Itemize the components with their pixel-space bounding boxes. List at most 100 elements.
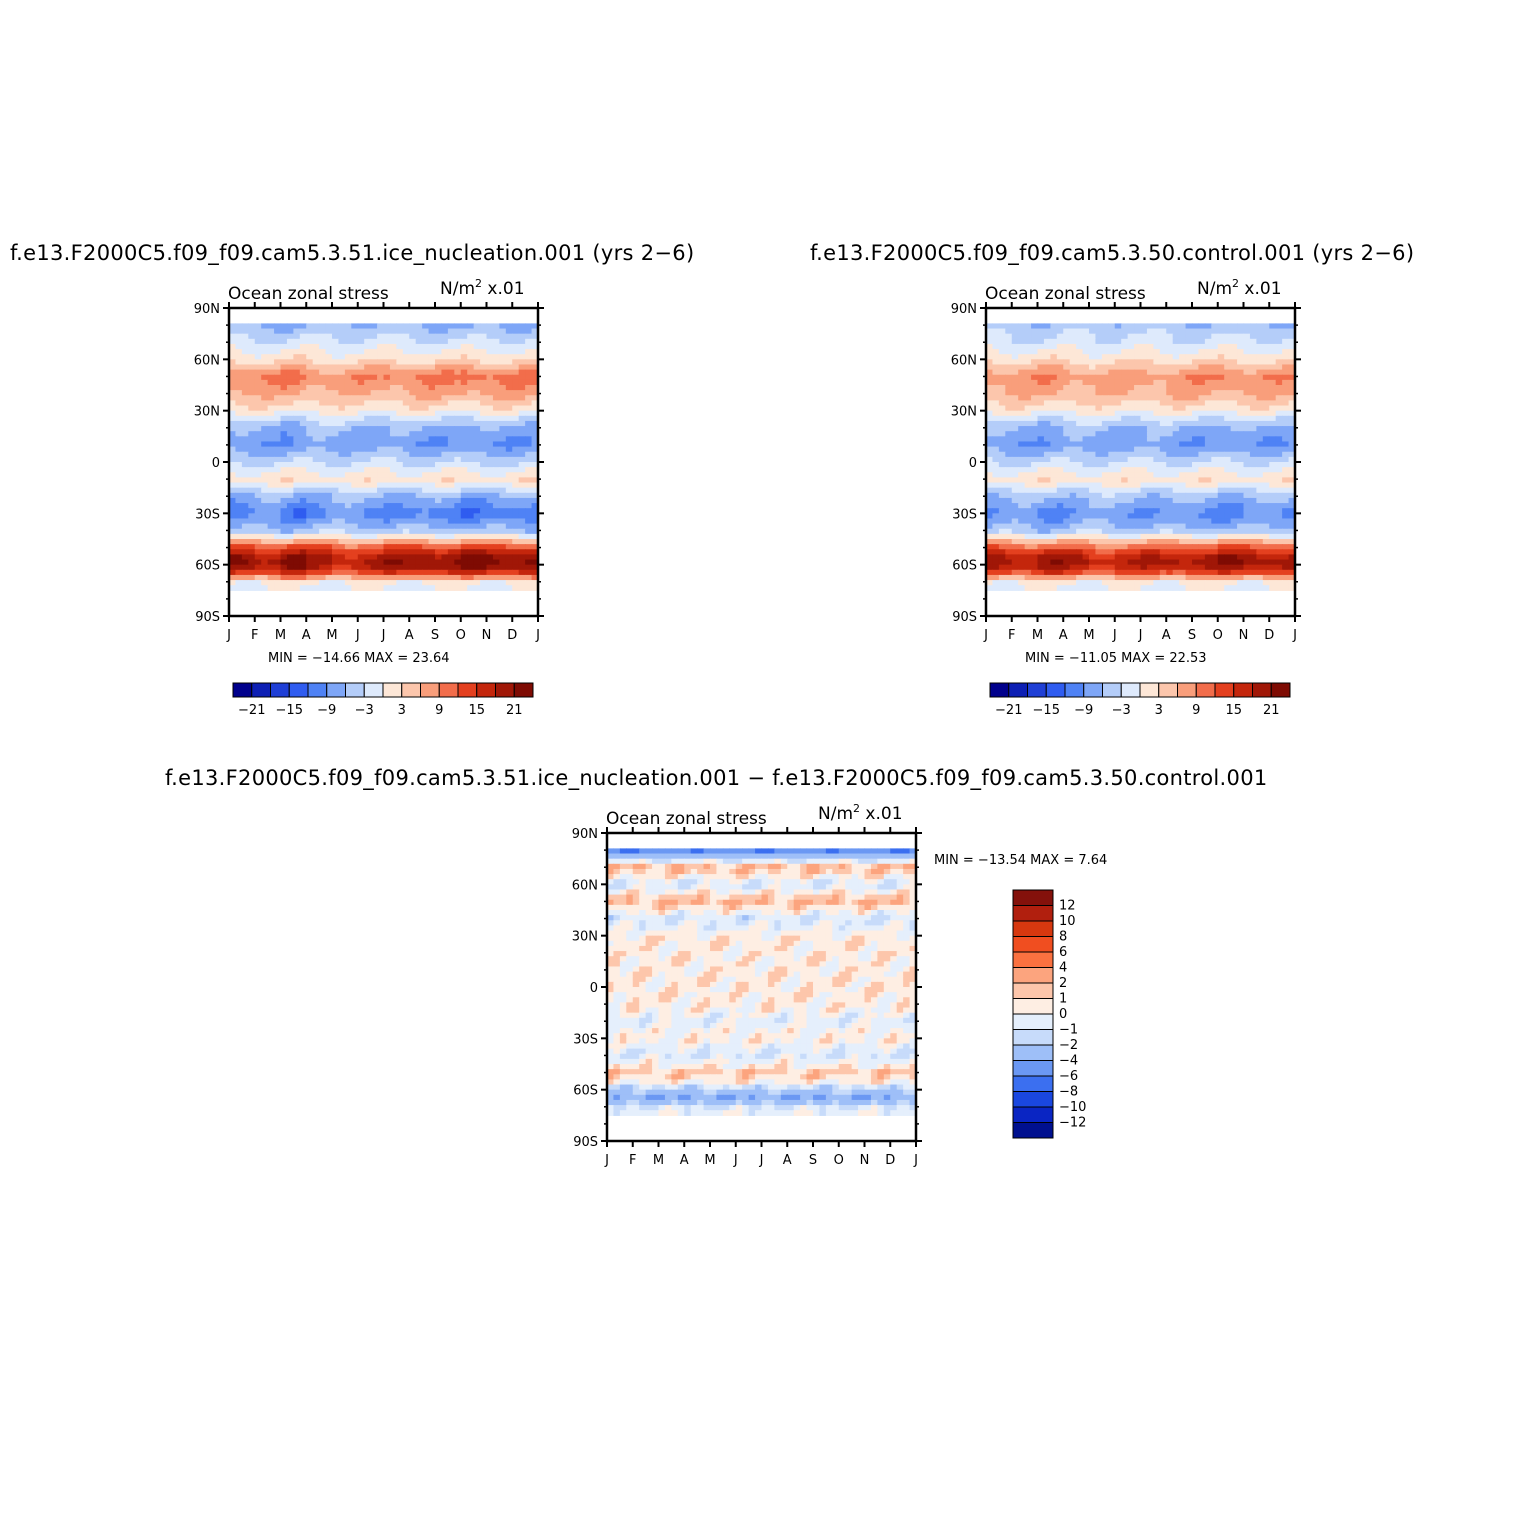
field-cell — [1063, 343, 1071, 350]
field-cell — [1198, 497, 1206, 504]
field-cell — [1146, 518, 1154, 525]
field-cell — [235, 580, 243, 586]
field-cell — [1211, 477, 1219, 484]
field-cell — [1204, 467, 1212, 473]
field-cell — [986, 379, 994, 386]
field-cell — [1185, 518, 1193, 525]
field-cell — [1101, 323, 1109, 330]
field-cell — [261, 482, 269, 489]
field-cell — [338, 369, 346, 376]
field-cell — [351, 328, 359, 335]
field-cell — [1082, 503, 1090, 509]
field-cell — [312, 482, 320, 489]
field-cell — [986, 400, 994, 407]
field-cell — [319, 580, 327, 586]
field-cell — [415, 431, 423, 437]
field-cell — [1269, 508, 1277, 514]
field-cell — [1159, 431, 1167, 437]
field-cell — [1256, 395, 1264, 401]
field-cell — [1031, 343, 1039, 350]
field-cell — [435, 354, 443, 360]
field-cell — [293, 410, 301, 417]
field-cell — [435, 482, 443, 489]
colorbar-box — [401, 682, 421, 698]
field-cell — [235, 410, 243, 417]
field-cell — [422, 374, 430, 381]
field-cell — [299, 492, 307, 499]
field-cell — [1198, 323, 1206, 330]
field-cell — [1146, 374, 1154, 381]
field-cell — [1076, 544, 1084, 550]
field-cell — [1076, 523, 1084, 530]
field-cell — [486, 420, 494, 427]
field-cell — [370, 390, 378, 396]
field-cell — [312, 539, 320, 545]
field-cell — [441, 385, 449, 391]
field-cell — [1230, 369, 1238, 376]
field-cell — [383, 359, 391, 366]
field-cell — [1108, 359, 1116, 366]
field-cell — [1114, 379, 1122, 386]
field-cell — [286, 369, 294, 376]
field-cell — [1146, 446, 1154, 453]
field-cell — [254, 349, 262, 355]
field-cell — [492, 574, 500, 581]
field-cell — [370, 518, 378, 525]
field-cell — [1185, 472, 1193, 478]
field-cell — [1101, 467, 1109, 473]
field-cell — [383, 497, 391, 504]
field-cell — [377, 395, 385, 401]
field-cell — [1082, 467, 1090, 473]
field-cell — [486, 379, 494, 386]
field-cell — [467, 477, 475, 484]
field-cell — [986, 533, 994, 540]
field-cell — [1146, 379, 1154, 386]
field-cell — [306, 405, 314, 412]
field-cell — [274, 420, 282, 427]
field-cell — [986, 539, 994, 545]
field-cell — [1269, 333, 1277, 340]
field-cell — [1192, 415, 1200, 422]
field-cell — [1249, 338, 1257, 345]
field-cell — [1262, 400, 1270, 407]
field-cell — [383, 467, 391, 473]
field-cell — [235, 487, 243, 494]
field-cell — [1179, 559, 1187, 566]
field-cell — [325, 338, 333, 345]
field-cell — [1269, 359, 1277, 366]
field-cell — [428, 405, 436, 412]
field-cell — [518, 446, 526, 453]
field-cell — [1269, 328, 1277, 335]
field-cell — [473, 544, 481, 550]
field-cell — [512, 385, 520, 391]
field-cell — [280, 400, 288, 407]
field-cell — [351, 446, 359, 453]
field-cell — [351, 467, 359, 473]
field-cell — [473, 395, 481, 401]
field-cell — [1185, 333, 1193, 340]
field-cell — [325, 436, 333, 443]
field-cell — [1275, 559, 1283, 566]
field-cell — [460, 472, 468, 478]
field-cell — [1089, 533, 1097, 540]
field-cell — [447, 405, 455, 412]
field-cell — [428, 415, 436, 422]
field-cell — [1217, 420, 1225, 427]
field-cell — [499, 482, 507, 489]
field-cell — [1153, 446, 1161, 453]
field-cell — [261, 359, 269, 366]
field-cell — [1089, 343, 1097, 350]
field-cell — [389, 374, 397, 381]
field-cell — [241, 482, 249, 489]
field-cell — [1159, 436, 1167, 443]
field-cell — [1185, 513, 1193, 520]
field-cell — [1262, 508, 1270, 514]
field-cell — [306, 508, 314, 514]
field-cell — [1224, 451, 1232, 458]
field-cell — [1275, 405, 1283, 412]
field-cell — [261, 451, 269, 458]
field-cell — [428, 580, 436, 586]
field-cell — [1159, 554, 1167, 561]
field-cell — [499, 508, 507, 514]
field-cell — [402, 574, 410, 581]
